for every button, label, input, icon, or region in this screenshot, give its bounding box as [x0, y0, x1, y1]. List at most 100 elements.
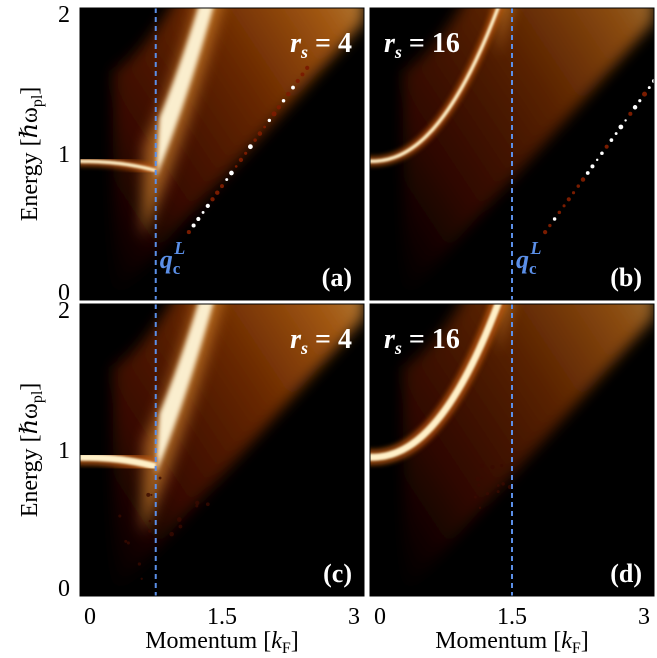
speckle	[609, 138, 614, 142]
speckle	[562, 204, 566, 208]
y-tick-label: 0	[58, 280, 70, 306]
panel-a-plot	[80, 8, 364, 300]
speckle	[548, 223, 552, 228]
speckle	[205, 203, 210, 208]
speckle	[481, 476, 484, 479]
panel-b: qcL(b)rs = 16	[369, 7, 655, 301]
speckle	[507, 484, 513, 490]
speckle	[485, 491, 490, 496]
qc-label-sup: L	[530, 238, 542, 258]
speckle	[253, 138, 257, 142]
panel-d: (d) rs = 16 0 1.5 3	[369, 303, 655, 630]
speckle	[300, 72, 305, 77]
panel-c: (c) rs = 4 0 1 2 0 1.5 3	[58, 298, 365, 630]
speckle	[220, 184, 224, 189]
rs-value: = 16	[402, 324, 460, 355]
rs-annotation-c: rs = 4	[290, 324, 352, 358]
speckle	[281, 98, 286, 103]
speckle	[618, 124, 624, 130]
speckle	[632, 105, 638, 110]
rs-symbol: r	[290, 28, 302, 59]
speckle	[295, 78, 300, 84]
rs-subscript: s	[300, 338, 308, 358]
speckle	[191, 223, 196, 228]
speckle	[140, 577, 143, 580]
speckle	[248, 144, 253, 150]
speckle	[477, 483, 481, 487]
speckle	[201, 210, 205, 214]
panel-label-c: (c)	[323, 559, 352, 588]
speckle	[158, 476, 162, 480]
speckle	[150, 493, 153, 496]
rs-value: = 16	[402, 28, 460, 59]
speckle	[234, 165, 238, 168]
speckle	[566, 197, 571, 202]
speckle	[210, 197, 215, 202]
x-tick-label: 3	[348, 604, 360, 630]
plasmon-line-d	[370, 304, 502, 461]
band-glow-a	[141, 8, 222, 239]
panel-label-d: (d)	[610, 559, 642, 588]
speckle	[178, 524, 183, 529]
band-glow-c	[141, 304, 222, 535]
rs-annotation-b: rs = 16	[384, 28, 460, 62]
x-tick-label: 0	[374, 604, 386, 630]
rs-annotation-a: rs = 4	[290, 28, 352, 62]
speckle	[500, 463, 504, 468]
rs-symbol: r	[290, 324, 302, 355]
speckle	[600, 151, 604, 156]
qc-label-sup: L	[173, 238, 185, 258]
speckle	[651, 78, 654, 84]
speckle	[638, 99, 642, 103]
panel-d-plot	[370, 304, 654, 596]
speckle	[475, 476, 481, 482]
speckle	[642, 91, 648, 97]
plasmon-line-a	[80, 159, 157, 173]
rs-subscript: s	[394, 42, 402, 62]
speckle	[267, 118, 272, 123]
plasmon-line-b	[370, 8, 500, 164]
rs-symbol: r	[384, 324, 396, 355]
rs-symbol: r	[384, 28, 396, 59]
speckle	[225, 178, 229, 182]
speckle	[496, 490, 500, 494]
speckle	[490, 465, 495, 470]
speckle	[257, 131, 263, 136]
speckle	[552, 217, 557, 221]
speckle	[291, 85, 295, 90]
speckle	[124, 539, 128, 543]
speckle	[229, 170, 234, 176]
x-axis-label-right: Momentum [kF]	[435, 628, 589, 657]
speckle	[137, 562, 142, 566]
x-axis-label-left: Momentum [kF]	[145, 628, 299, 657]
band-glow-b	[497, 8, 512, 56]
x-tick-label: 1.5	[207, 604, 237, 630]
panel-label-a: (a)	[322, 263, 352, 292]
speckle	[595, 158, 599, 162]
speckle	[148, 519, 152, 523]
speckle	[169, 531, 174, 537]
speckle	[496, 484, 500, 487]
speckle	[238, 157, 244, 162]
speckle	[585, 171, 590, 175]
speckle	[118, 514, 122, 518]
panel-frame-b	[369, 7, 655, 301]
y-tick-label: 1	[58, 438, 70, 464]
panel-frame-d	[369, 303, 655, 597]
y-tick-label: 2	[58, 298, 70, 324]
speckle	[501, 482, 505, 486]
band-core-c	[155, 304, 214, 474]
speckle	[244, 151, 248, 155]
speckle	[305, 65, 310, 70]
panel-c-plot	[80, 304, 364, 596]
plasmon-line-c	[80, 453, 157, 470]
y-axis-label-top: Energy [ℏωpl]	[17, 87, 46, 222]
rs-subscript: s	[394, 338, 402, 358]
rs-value: = 4	[308, 324, 352, 355]
x-tick-label: 0	[84, 604, 96, 630]
speckle	[126, 541, 130, 545]
band-core-a	[155, 8, 214, 178]
speckle	[557, 210, 562, 215]
